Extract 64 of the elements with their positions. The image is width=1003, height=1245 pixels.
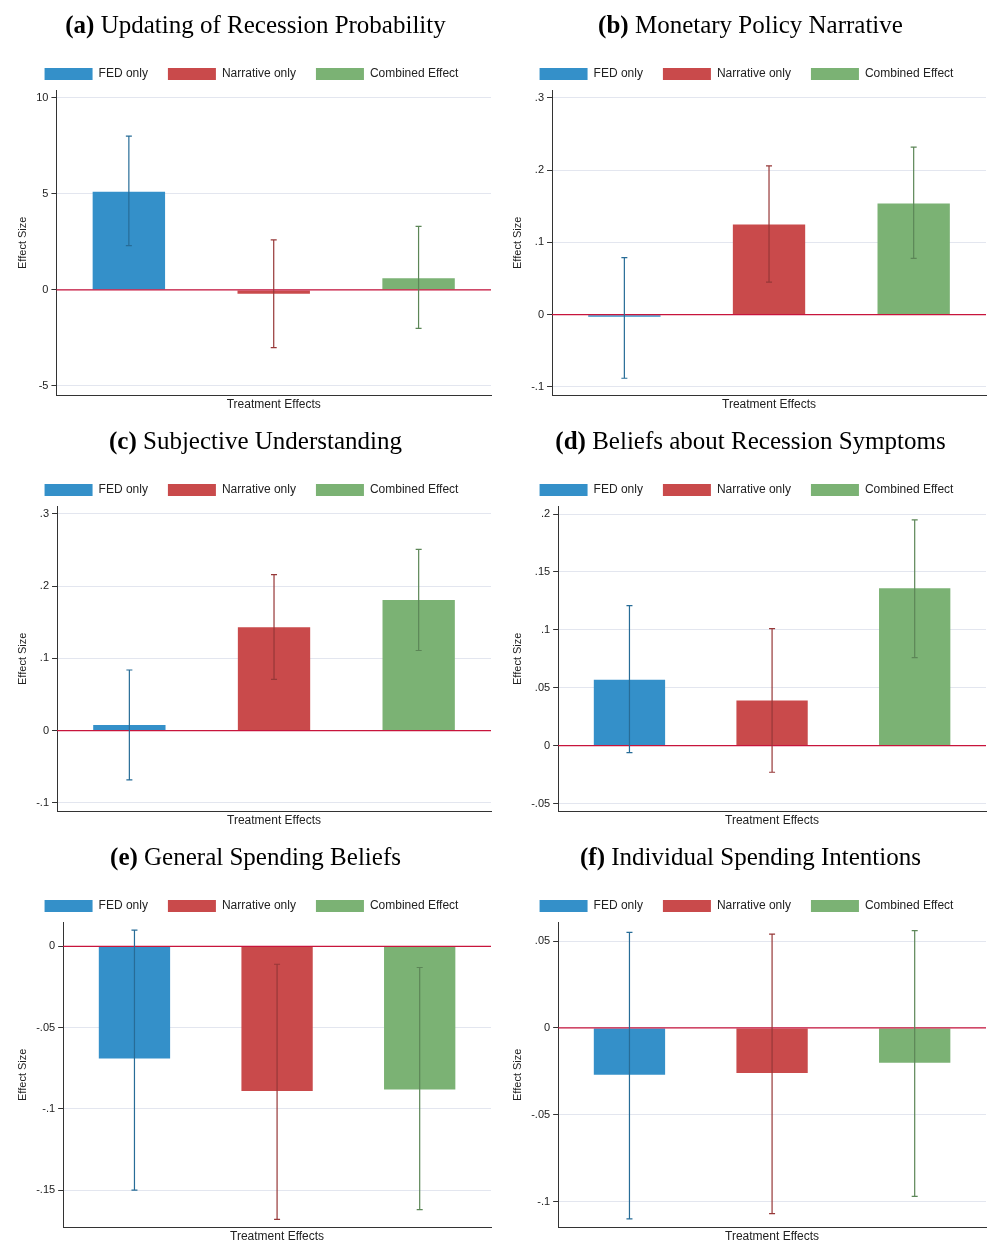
legend-label: Narrative only	[221, 482, 296, 497]
legend-label: FED only	[98, 898, 148, 913]
y-tick-label: 10	[36, 90, 49, 103]
y-tick-label: .15	[534, 565, 551, 578]
y-tick-label: 0	[42, 723, 50, 736]
chart-title: (e) General Spending Beliefs	[110, 843, 401, 870]
y-tick-label: .2	[39, 579, 50, 592]
y-tick-label: -.1	[42, 1101, 56, 1114]
y-tick-label: -.1	[531, 379, 545, 392]
y-tick-label: 0	[42, 282, 49, 295]
y-tick-label: .1	[534, 235, 545, 248]
legend-label: Combined Effect	[864, 482, 955, 497]
y-tick-label: .3	[534, 90, 545, 103]
legend-label: Narrative only	[716, 66, 791, 81]
chart-title: (d) Beliefs about Recession Symptoms	[555, 427, 946, 454]
y-tick-label: .1	[540, 622, 551, 635]
y-tick-label: -5	[38, 379, 49, 392]
y-axis-title: Effect Size	[15, 1048, 28, 1101]
legend-label: Combined Effect	[369, 898, 460, 913]
x-axis-title: Treatment Effects	[725, 1229, 820, 1244]
y-axis-title: Effect Size	[15, 216, 28, 269]
x-axis-title: Treatment Effects	[230, 1229, 325, 1244]
y-tick-label: .05	[534, 934, 551, 947]
y-tick-label: -.1	[36, 795, 50, 808]
y-axis-title: Effect Size	[15, 632, 28, 685]
x-axis-title: Treatment Effects	[725, 813, 820, 828]
y-tick-label: 5	[42, 186, 49, 199]
y-tick-label: .1	[39, 651, 50, 664]
y-axis-title: Effect Size	[510, 632, 523, 685]
y-tick-label: -.05	[531, 796, 551, 809]
y-tick-label: .05	[534, 680, 551, 693]
legend-label: Combined Effect	[864, 66, 955, 81]
x-axis-title: Treatment Effects	[721, 397, 817, 412]
chart-title: (a) Updating of Recession Probability	[65, 11, 446, 38]
legend-label: Combined Effect	[369, 66, 460, 81]
y-tick-label: .3	[39, 506, 50, 519]
legend-label: Narrative only	[221, 66, 296, 81]
y-tick-label: -.05	[36, 1020, 56, 1033]
legend-label: FED only	[593, 482, 643, 497]
x-axis-title: Treatment Effects	[227, 813, 322, 828]
x-axis-title: Treatment Effects	[226, 397, 321, 412]
y-tick-label: 0	[544, 738, 551, 751]
legend-label: Narrative only	[716, 482, 791, 497]
legend-label: Combined Effect	[369, 482, 460, 497]
y-tick-label: .2	[534, 163, 545, 176]
y-tick-label: -.1	[537, 1194, 551, 1207]
legend-label: Combined Effect	[864, 898, 955, 913]
y-tick-label: 0	[49, 939, 56, 952]
legend-label: FED only	[98, 482, 148, 497]
legend-label: Narrative only	[716, 898, 791, 913]
legend-label: FED only	[98, 66, 148, 81]
y-axis-title: Effect Size	[510, 1048, 523, 1101]
y-tick-label: -.05	[531, 1107, 551, 1120]
legend-label: Narrative only	[221, 898, 296, 913]
y-axis-title: Effect Size	[510, 216, 523, 269]
legend-label: FED only	[593, 66, 643, 81]
y-tick-label: 0	[537, 307, 545, 320]
y-tick-label: 0	[544, 1020, 551, 1033]
chart-title: (b) Monetary Policy Narrative	[598, 11, 903, 38]
chart-title: (f) Individual Spending Intentions	[580, 843, 921, 870]
y-tick-label: .2	[540, 507, 551, 520]
chart-title: (c) Subjective Understanding	[109, 427, 402, 454]
y-tick-label: -.15	[36, 1183, 56, 1196]
legend-label: FED only	[593, 898, 643, 913]
